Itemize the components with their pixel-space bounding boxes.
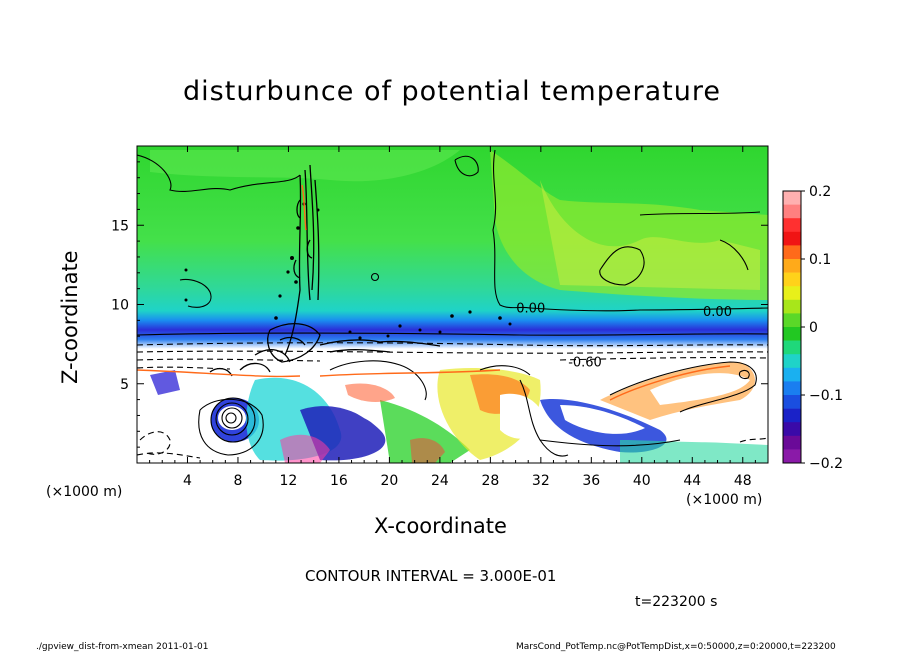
colorbar-swatch (783, 354, 801, 369)
colorbar-tick-label: 0.2 (809, 184, 831, 200)
y-tick-label: 15 (111, 218, 129, 234)
colorbar-swatch (783, 327, 801, 341)
colorbar-swatch (783, 231, 801, 246)
contour-interval: CONTOUR INTERVAL = 3.000E-01 (305, 567, 557, 585)
footer-left: ./gpview_dist-from-xmean 2011-01-01 (36, 642, 209, 652)
contour-value-label: -0.60 (568, 356, 602, 371)
colorbar-swatch (783, 408, 801, 423)
x-unit-left: (×1000 m) (46, 484, 123, 500)
y-tick-label: 5 (120, 377, 129, 393)
colorbar-swatch (783, 272, 801, 287)
x-tick-label: 24 (431, 473, 449, 489)
chart-title: disturbunce of potential temperature (183, 76, 721, 107)
x-tick-label: 44 (683, 473, 701, 489)
time-label: t=223200 s (635, 594, 718, 610)
colorbar-swatch (783, 218, 801, 233)
x-tick-label: 36 (582, 473, 600, 489)
colorbar-swatch (783, 395, 801, 409)
y-axis: 5 10 15 (111, 161, 768, 448)
y-axis-label: Z-coordinate (58, 250, 82, 384)
colorbar-swatch (783, 367, 801, 382)
colorbar-swatch (783, 299, 801, 314)
colorbar-swatch (783, 286, 801, 301)
x-tick-label: 48 (734, 473, 752, 489)
x-tick-label: 12 (280, 473, 298, 489)
x-tick-label: 20 (380, 473, 398, 489)
colorbar: 0.2 0.1 0 −0.1 −0.2 (782, 184, 843, 472)
colorbar-swatch (783, 381, 801, 396)
colorbar-swatch (783, 435, 801, 450)
x-tick-label: 32 (532, 473, 550, 489)
x-axis-label: X-coordinate (374, 514, 507, 538)
colorbar-tick-label: 0.1 (809, 252, 831, 268)
colorbar-swatch (783, 422, 801, 437)
contour-value-label: 0.00 (703, 305, 732, 320)
x-tick-label: 16 (330, 473, 348, 489)
colorbar-swatch (783, 449, 801, 464)
colorbar-swatch (783, 245, 801, 260)
colorbar-swatch (783, 313, 801, 328)
colorbar-swatch (783, 340, 801, 355)
colorbar-swatch (783, 191, 801, 205)
x-axis: 4 8 12 16 20 24 28 32 36 40 44 48 (149, 146, 756, 489)
contour-value-label: 0.00 (516, 302, 545, 317)
footer-right: MarsCond_PotTemp.nc@PotTempDist,x=0:5000… (516, 642, 836, 652)
colorbar-tick-label: 0 (809, 320, 818, 336)
x-tick-label: 40 (633, 473, 651, 489)
y-tick-label: 10 (111, 298, 129, 314)
colorbar-swatch (783, 259, 801, 273)
x-unit-right: (×1000 m) (686, 492, 763, 508)
colorbar-tick-label: −0.2 (809, 456, 843, 472)
x-tick-label: 28 (481, 473, 499, 489)
colorbar-tick-label: −0.1 (809, 388, 843, 404)
x-tick-label: 8 (233, 473, 242, 489)
x-tick-label: 4 (183, 473, 192, 489)
colorbar-swatch (783, 204, 801, 219)
